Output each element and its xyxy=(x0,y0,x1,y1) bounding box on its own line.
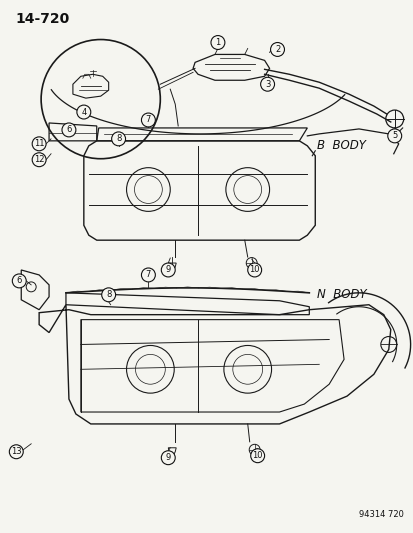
Text: 13: 13 xyxy=(11,447,21,456)
Text: 94314 720: 94314 720 xyxy=(358,510,403,519)
Text: 9: 9 xyxy=(165,265,171,274)
Circle shape xyxy=(141,268,155,282)
Text: 10: 10 xyxy=(252,451,262,460)
Circle shape xyxy=(161,451,175,465)
Circle shape xyxy=(270,43,284,56)
Circle shape xyxy=(12,274,26,288)
Text: 10: 10 xyxy=(249,265,259,274)
Text: 14-720: 14-720 xyxy=(15,12,69,26)
Circle shape xyxy=(112,132,125,146)
Text: 7: 7 xyxy=(145,116,151,125)
Circle shape xyxy=(211,36,224,50)
Circle shape xyxy=(9,445,23,459)
Circle shape xyxy=(141,113,155,127)
Circle shape xyxy=(77,105,90,119)
Circle shape xyxy=(62,123,76,137)
Text: 8: 8 xyxy=(106,290,111,300)
Circle shape xyxy=(387,129,401,143)
Text: 9: 9 xyxy=(165,453,171,462)
Text: 6: 6 xyxy=(17,277,22,285)
Text: 3: 3 xyxy=(264,80,270,88)
Circle shape xyxy=(250,449,264,463)
Text: 4: 4 xyxy=(81,108,86,117)
Text: 5: 5 xyxy=(391,131,396,140)
Circle shape xyxy=(260,77,274,91)
Circle shape xyxy=(161,263,175,277)
Text: 1: 1 xyxy=(215,38,220,47)
Text: 7: 7 xyxy=(145,270,151,279)
Circle shape xyxy=(247,263,261,277)
Text: 12: 12 xyxy=(34,155,44,164)
Text: 2: 2 xyxy=(274,45,280,54)
Text: 8: 8 xyxy=(116,134,121,143)
Text: N  BODY: N BODY xyxy=(316,288,366,301)
Text: 11: 11 xyxy=(34,139,44,148)
Text: B  BODY: B BODY xyxy=(316,139,365,152)
Circle shape xyxy=(102,288,115,302)
Circle shape xyxy=(32,153,46,167)
Circle shape xyxy=(32,137,46,151)
Text: 6: 6 xyxy=(66,125,71,134)
